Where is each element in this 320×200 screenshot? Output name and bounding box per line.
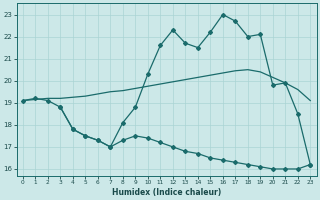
X-axis label: Humidex (Indice chaleur): Humidex (Indice chaleur) <box>112 188 221 197</box>
